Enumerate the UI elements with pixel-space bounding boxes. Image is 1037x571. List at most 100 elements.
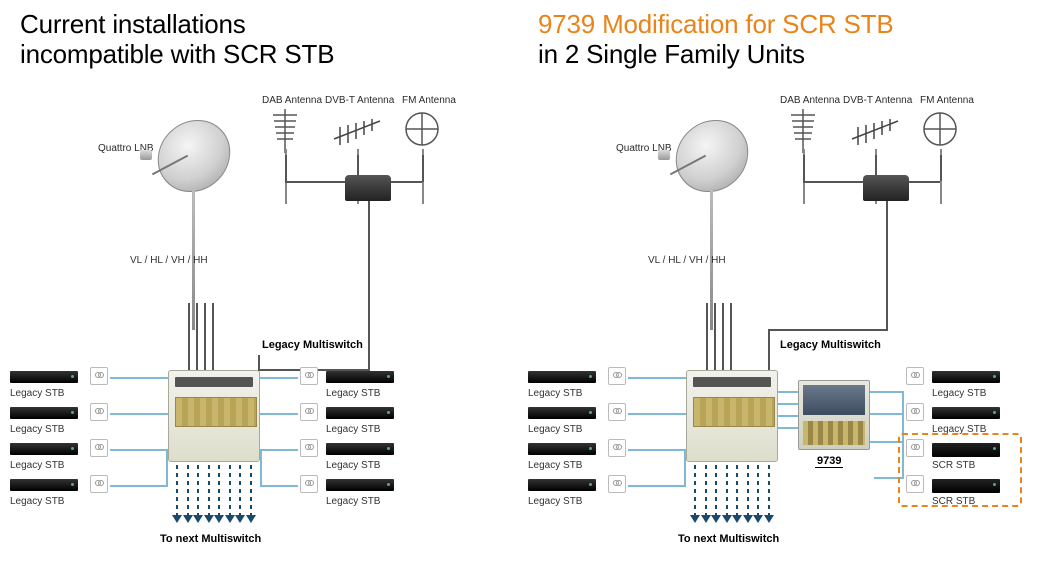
title-left-line2: incompatible with SCR STB	[20, 39, 334, 69]
wire	[204, 303, 206, 371]
legacy-multiswitch-icon	[168, 370, 260, 462]
wire	[110, 485, 168, 487]
wire	[628, 377, 686, 379]
satellite-dish-icon	[140, 120, 230, 210]
stb-label: Legacy STB	[326, 460, 380, 471]
label-signal-bands: VL / HL / VH / HH	[648, 255, 726, 266]
stb-row: Legacy STB	[528, 473, 648, 507]
wire	[110, 413, 168, 415]
wire	[110, 449, 168, 451]
combiner-box-icon	[345, 175, 391, 201]
stb-box-icon	[528, 479, 596, 491]
wall-outlet-icon	[90, 367, 108, 385]
wire	[166, 449, 168, 487]
stb-label: Legacy STB	[528, 424, 582, 435]
wire	[262, 485, 298, 487]
stb-row: Legacy STB	[528, 437, 648, 471]
label-dvbt: DVB-T Antenna	[843, 95, 912, 106]
label-multiswitch: Legacy Multiswitch	[262, 339, 363, 351]
wire	[422, 181, 424, 182]
down-arrows-icon	[690, 465, 774, 525]
stb-row: Legacy STB	[528, 401, 648, 435]
wire	[870, 391, 872, 393]
stb-label: Legacy STB	[932, 388, 986, 399]
stb-box-icon	[10, 443, 78, 455]
wire	[778, 403, 798, 405]
label-dvbt: DVB-T Antenna	[325, 95, 394, 106]
wire	[260, 377, 298, 379]
stb-box-icon	[326, 371, 394, 383]
stb-label: Legacy STB	[528, 496, 582, 507]
label-dab: DAB Antenna	[262, 95, 322, 106]
stb-label: Legacy STB	[10, 424, 64, 435]
fm-antenna-icon	[920, 109, 960, 157]
stb-label: Legacy STB	[10, 388, 64, 399]
wire	[768, 329, 888, 331]
wire	[875, 155, 877, 177]
wall-outlet-icon	[300, 403, 318, 421]
satellite-dish-icon	[658, 120, 748, 210]
wall-outlet-icon	[608, 475, 626, 493]
wire	[778, 427, 798, 429]
stb-row: Legacy STB	[528, 365, 648, 399]
stb-label: Legacy STB	[326, 424, 380, 435]
title-left: Current installations incompatible with …	[20, 10, 334, 70]
label-dab: DAB Antenna	[780, 95, 840, 106]
wall-outlet-icon	[300, 367, 318, 385]
wire	[940, 155, 942, 181]
stb-label: Legacy STB	[528, 460, 582, 471]
label-9739: 9739	[815, 455, 843, 468]
stb-box-icon	[326, 407, 394, 419]
wall-outlet-icon	[90, 403, 108, 421]
stb-label: Legacy STB	[10, 460, 64, 471]
wire	[110, 377, 168, 379]
stb-box-icon	[528, 371, 596, 383]
wire	[260, 449, 298, 451]
title-right-line1: 9739 Modification for SCR STB	[538, 9, 893, 39]
wire	[706, 303, 708, 371]
label-to-next: To next Multiswitch	[678, 533, 779, 545]
stb-row: Legacy STB	[10, 401, 130, 435]
down-arrows-icon	[172, 465, 256, 525]
wall-outlet-icon	[608, 403, 626, 421]
stb-box-icon	[932, 371, 1000, 383]
label-fm: FM Antenna	[920, 95, 974, 106]
wall-outlet-icon	[300, 439, 318, 457]
stb-box-icon	[326, 479, 394, 491]
stb-box-icon	[10, 407, 78, 419]
wire	[628, 485, 686, 487]
stb-label: Legacy STB	[10, 496, 64, 507]
label-fm: FM Antenna	[402, 95, 456, 106]
stb-group-right: Legacy STB Legacy STB Legacy STB Legacy …	[300, 365, 420, 509]
label-to-next: To next Multiswitch	[160, 533, 261, 545]
stb-row: Legacy STB	[906, 365, 1026, 399]
label-signal-bands: VL / HL / VH / HH	[130, 255, 208, 266]
stb-box-icon	[932, 407, 1000, 419]
scr-highlight-box	[898, 433, 1022, 507]
combiner-box-icon	[863, 175, 909, 201]
stb-label: Legacy STB	[326, 496, 380, 507]
wire	[368, 201, 370, 369]
wire	[714, 303, 716, 371]
wire	[357, 155, 359, 177]
wire	[258, 355, 260, 371]
wire	[260, 413, 298, 415]
wire	[212, 303, 214, 371]
stb-row: Legacy STB	[906, 401, 1026, 435]
stb-row: Legacy STB	[300, 473, 420, 507]
stb-label: Legacy STB	[326, 388, 380, 399]
wire	[730, 303, 732, 371]
wall-outlet-icon	[608, 367, 626, 385]
stb-box-icon	[10, 479, 78, 491]
wire	[870, 413, 904, 415]
stb-label: Legacy STB	[528, 388, 582, 399]
stb-row: Legacy STB	[300, 437, 420, 471]
dab-antenna-icon	[783, 109, 823, 157]
stb-row: Legacy STB	[10, 437, 130, 471]
dvbt-antenna-icon	[848, 109, 902, 157]
fm-antenna-icon	[402, 109, 442, 157]
wire	[684, 449, 686, 487]
wire	[768, 329, 770, 371]
diagram-right: Quattro LNB DAB Antenna DVB-T Antenna FM…	[518, 95, 1036, 565]
stb-row: Legacy STB	[300, 401, 420, 435]
